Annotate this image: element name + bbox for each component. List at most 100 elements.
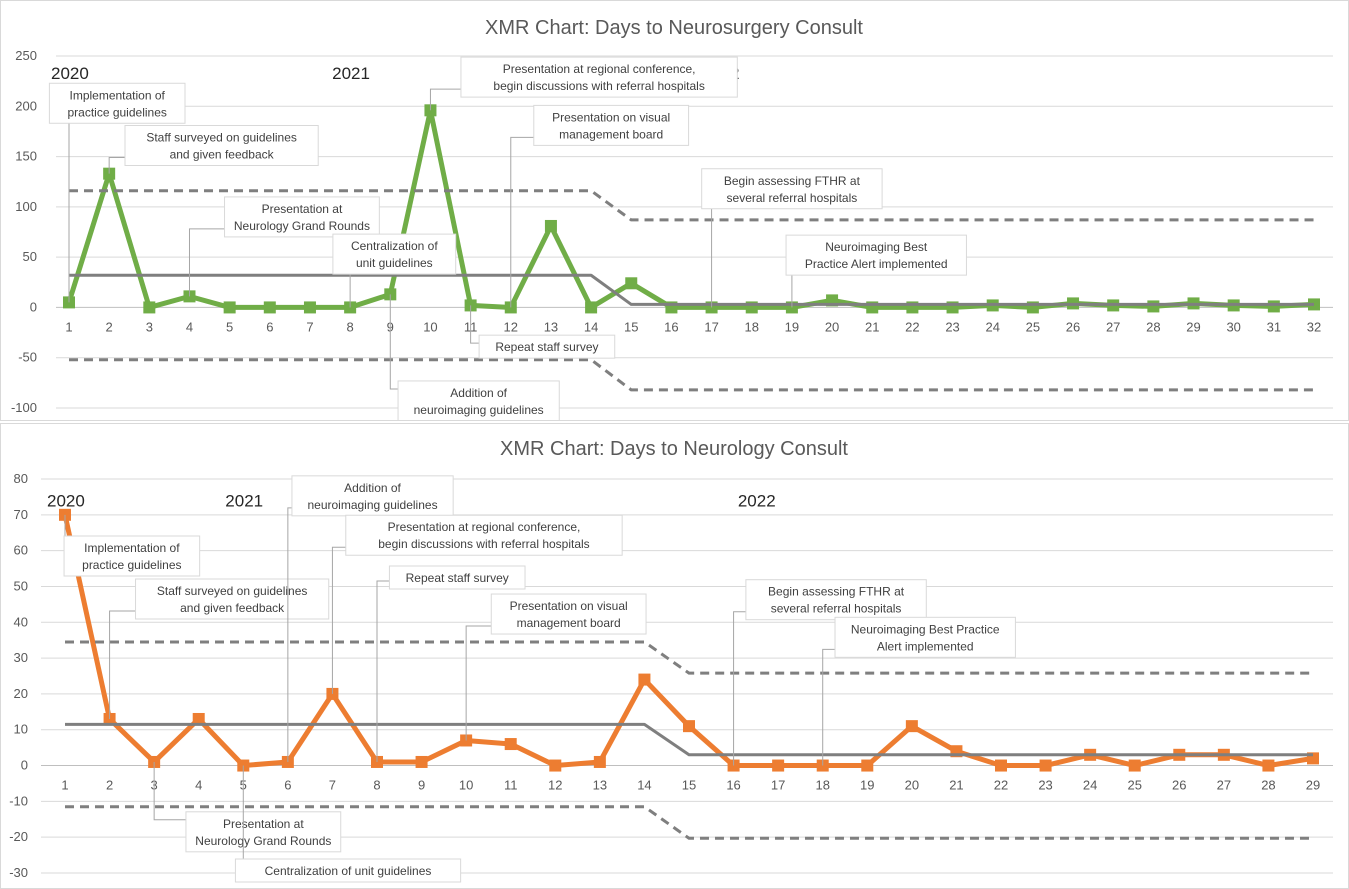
year-label: 2020 xyxy=(47,491,85,510)
data-point-marker xyxy=(504,738,517,751)
annotation-text: Presentation at regional conference, xyxy=(388,520,581,534)
x-tick-label: 12 xyxy=(548,778,562,793)
annotation-leader-line xyxy=(822,648,836,766)
y-tick-label: -50 xyxy=(18,350,37,365)
x-tick-label: 20 xyxy=(905,778,919,793)
annotation-leader-line xyxy=(153,761,186,821)
annotation-box xyxy=(460,56,738,98)
x-tick-label: 18 xyxy=(815,778,829,793)
year-label: 2021 xyxy=(332,64,370,83)
data-point-marker xyxy=(1262,759,1275,772)
center-line xyxy=(69,273,1314,306)
neurosurgery-chart-panel: XMR Chart: Days to Neurosurgery Consult … xyxy=(0,0,1349,421)
annotation-leader-line xyxy=(510,136,534,308)
annotation-box xyxy=(478,334,616,359)
x-tick-label: 22 xyxy=(905,319,919,334)
y-tick-label: 10 xyxy=(14,722,28,737)
annotation-leader-line xyxy=(733,611,746,766)
annotation-box xyxy=(388,565,526,590)
data-point-marker xyxy=(544,219,557,232)
data-point-marker xyxy=(415,755,428,768)
annotation-box xyxy=(234,858,462,883)
annotation-text: Staff surveyed on guidelines xyxy=(157,584,308,598)
y-tick-label: 100 xyxy=(15,199,37,214)
x-tick-label: 26 xyxy=(1066,319,1080,334)
x-tick-label: 24 xyxy=(985,319,999,334)
annotation-text: Centralization of xyxy=(351,239,438,253)
x-tick-label: 30 xyxy=(1226,319,1240,334)
chart-title: XMR Chart: Days to Neurosurgery Consult xyxy=(485,17,863,39)
annotation-text: Neurology Grand Rounds xyxy=(234,219,370,233)
annotation-text: unit guidelines xyxy=(356,256,433,270)
y-tick-label: 150 xyxy=(15,149,37,164)
annotation-leader-line xyxy=(108,157,126,174)
annotation-box xyxy=(135,578,330,620)
annotation-box xyxy=(291,475,454,517)
x-tick-label: 16 xyxy=(664,319,678,334)
x-tick-label: 7 xyxy=(306,319,313,334)
data-point-marker xyxy=(143,301,156,314)
x-tick-label: 26 xyxy=(1172,778,1186,793)
data-point-marker xyxy=(549,759,562,772)
annotation-box xyxy=(785,234,967,276)
data-point-marker xyxy=(192,712,205,725)
year-label: 2021 xyxy=(225,491,263,510)
x-tick-label: 10 xyxy=(459,778,473,793)
annotation-text: Presentation at regional conference, xyxy=(503,62,696,76)
annotation-box xyxy=(490,593,647,635)
x-tick-label: 3 xyxy=(146,319,153,334)
annotation-text: Begin assessing FTHR at xyxy=(724,174,861,188)
annotation-leader-line xyxy=(287,507,292,762)
data-point-marker xyxy=(638,673,651,686)
data-point-marker xyxy=(237,759,250,772)
neurosurgery-xmr-chart: XMR Chart: Days to Neurosurgery Consult … xyxy=(11,17,1333,420)
annotation-box xyxy=(332,233,457,275)
annotation-text: Implementation of xyxy=(69,88,165,102)
y-tick-label: 200 xyxy=(15,98,37,113)
x-tick-label: 1 xyxy=(65,319,72,334)
annotation-text: Addition of xyxy=(450,386,507,400)
control-limit-line xyxy=(65,640,1313,675)
x-tick-label: 6 xyxy=(266,319,273,334)
year-label: 2020 xyxy=(51,64,89,83)
control-limit-line xyxy=(69,358,1314,392)
annotation-text: and given feedback xyxy=(180,601,285,615)
y-tick-label: 0 xyxy=(30,299,37,314)
data-point-marker xyxy=(1147,300,1160,313)
y-tick-label: 250 xyxy=(15,48,37,63)
annotation-text: Begin assessing FTHR at xyxy=(768,585,905,599)
data-point-marker xyxy=(683,720,695,733)
annotation-leader-line xyxy=(188,228,225,297)
year-label: 2022 xyxy=(738,491,776,510)
x-tick-label: 21 xyxy=(949,778,963,793)
data-point-marker xyxy=(861,759,874,772)
data-point-marker xyxy=(303,301,316,314)
data-point-marker xyxy=(995,759,1007,772)
annotation-text: and given feedback xyxy=(170,148,275,162)
annotation-box xyxy=(48,82,186,124)
center-line xyxy=(65,722,1313,757)
annotation-text: Neuroimaging Best xyxy=(825,240,928,254)
y-tick-label: -30 xyxy=(9,865,28,880)
y-tick-label: 50 xyxy=(14,578,28,593)
x-tick-label: 1 xyxy=(61,778,68,793)
data-point-marker xyxy=(263,301,276,314)
annotation-box xyxy=(533,104,690,146)
annotation-box xyxy=(745,579,927,621)
x-tick-label: 28 xyxy=(1261,778,1275,793)
x-tick-label: 27 xyxy=(1106,319,1120,334)
annotation-text: neuroimaging guidelines xyxy=(307,498,437,512)
x-tick-label: 14 xyxy=(584,319,598,334)
x-tick-label: 8 xyxy=(347,319,354,334)
data-point-marker xyxy=(905,720,918,733)
annotation-text: Presentation on visual xyxy=(552,110,670,124)
x-tick-label: 22 xyxy=(994,778,1008,793)
x-tick-label: 16 xyxy=(726,778,740,793)
annotation-text: several referral hospitals xyxy=(771,602,902,616)
annotation-box xyxy=(63,535,201,577)
annotation-text: Repeat staff survey xyxy=(406,571,509,585)
data-point-marker xyxy=(223,301,236,314)
x-tick-label: 28 xyxy=(1146,319,1160,334)
x-tick-label: 2 xyxy=(106,319,113,334)
x-tick-label: 10 xyxy=(423,319,437,334)
